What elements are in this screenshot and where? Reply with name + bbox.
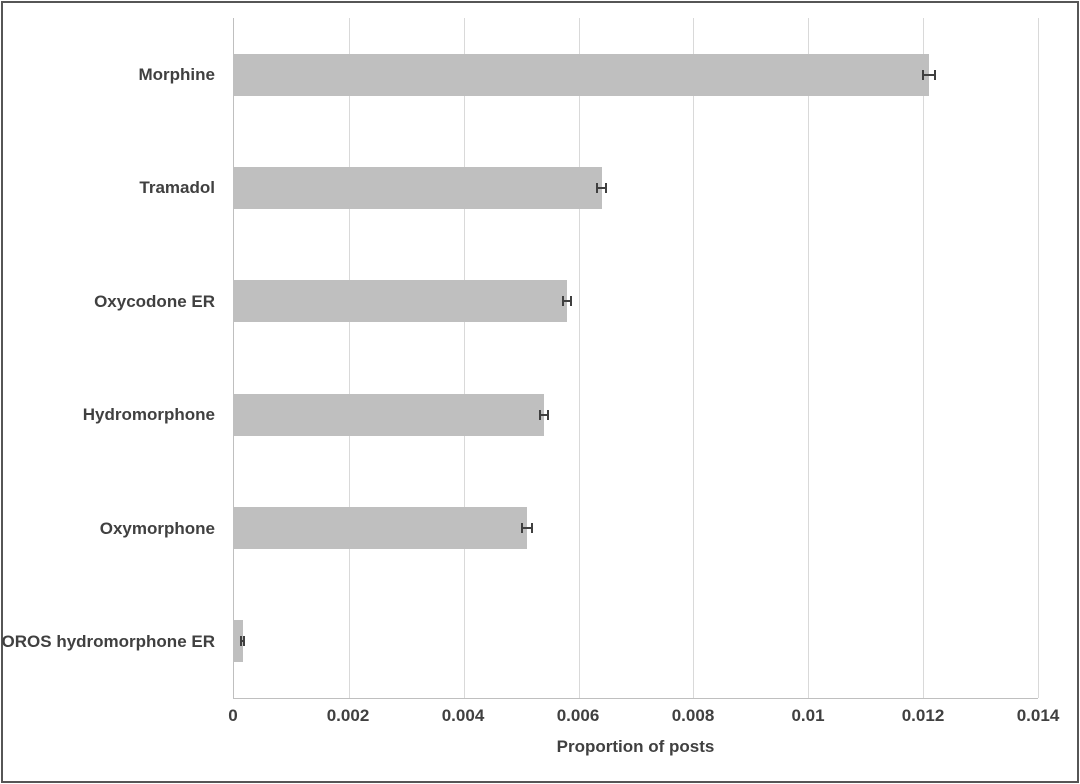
- error-bar-part: [240, 640, 245, 643]
- error-bar-oxycodone-er: [562, 280, 572, 322]
- category-label-oros-hydromorphone-er: OROS hydromorphone ER: [1, 632, 215, 652]
- x-axis-title: Proportion of posts: [556, 737, 715, 756]
- error-bar-morphine: [921, 54, 936, 96]
- x-tick-label-0.002: 0.002: [326, 706, 370, 725]
- bar-oxymorphone: [234, 507, 527, 549]
- category-label-tramadol: Tramadol: [139, 178, 215, 198]
- error-bar-oros-hydromorphone-er: [240, 620, 245, 662]
- category-labels: Morphine Tramadol Oxycodone ER Hydromorphon…: [0, 18, 233, 699]
- bar-morphine: [234, 53, 929, 96]
- error-bar-part: [605, 183, 608, 193]
- error-bar-oxymorphone: [521, 507, 533, 549]
- x-tick-label-0.004: 0.004: [441, 706, 485, 725]
- bar-tramadol: [234, 167, 602, 209]
- error-bar-part: [521, 523, 524, 533]
- category-label-hydromorphone: Hydromorphone: [82, 405, 215, 425]
- error-bar-part: [921, 73, 936, 76]
- error-bar-part: [521, 527, 533, 529]
- gridline-0.004: [463, 18, 465, 698]
- bar-oxycodone-er: [234, 280, 568, 323]
- x-tick-label-0.012: 0.012: [901, 706, 945, 725]
- error-bar-part: [538, 409, 541, 420]
- error-bar-part: [530, 523, 533, 533]
- gridline-0.01: [808, 18, 810, 698]
- error-bar-part: [562, 300, 572, 303]
- error-bar-part: [921, 69, 924, 80]
- x-tick-label-0.008: 0.008: [671, 706, 715, 725]
- x-tick-label-0.006: 0.006: [556, 706, 600, 725]
- category-label-oxycodone-er: Oxycodone ER: [94, 291, 215, 311]
- gridline-0.014: [1038, 18, 1039, 698]
- error-bar-part: [595, 183, 598, 193]
- x-tick-label-0.014: 0.014: [1016, 706, 1060, 725]
- error-bar-hydromorphone: [538, 394, 550, 436]
- error-bar-part: [933, 69, 936, 80]
- gridline-0.006: [578, 18, 580, 698]
- category-label-morphine: Morphine: [138, 64, 216, 84]
- error-bar-part: [242, 636, 245, 647]
- plot-area: [233, 18, 1039, 699]
- error-bar-tramadol: [595, 167, 608, 209]
- error-bar-part: [569, 296, 572, 307]
- x-tick-label-0: 0: [228, 706, 238, 725]
- error-bar-part: [240, 636, 243, 647]
- error-bar-part: [547, 409, 550, 420]
- error-bar-part: [595, 187, 608, 189]
- gridline-0.008: [693, 18, 695, 698]
- error-bar-part: [538, 413, 550, 416]
- x-tick-labels: 0 0.002 0.004 0.006 0.008 0.01 0.012 0.014: [228, 706, 1059, 730]
- error-bar-part: [562, 296, 565, 307]
- gridline-0.002: [348, 18, 350, 698]
- gridline-0.012: [923, 18, 925, 698]
- x-tick-label-0.01: 0.01: [791, 706, 825, 725]
- bar-oros-hydromorphone-er: [234, 620, 243, 663]
- bar-hydromorphone: [234, 393, 545, 436]
- category-label-oxymorphone: Oxymorphone: [99, 518, 215, 538]
